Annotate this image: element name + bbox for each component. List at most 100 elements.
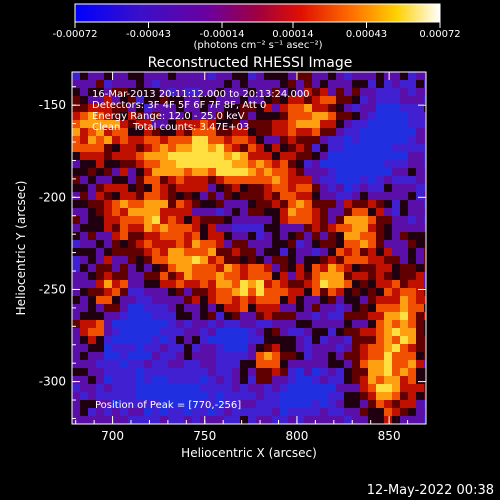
heatmap-pixel xyxy=(288,264,296,272)
heatmap-pixel xyxy=(376,104,384,112)
heatmap-pixel xyxy=(376,208,384,216)
heatmap-pixel xyxy=(248,232,256,240)
heatmap-pixel xyxy=(264,112,272,120)
heatmap-pixel xyxy=(80,264,88,272)
heatmap-pixel xyxy=(128,160,136,168)
heatmap-pixel xyxy=(360,328,368,336)
heatmap-pixel xyxy=(416,192,424,200)
heatmap-pixel xyxy=(152,136,160,144)
heatmap-pixel xyxy=(120,232,128,240)
heatmap-pixel xyxy=(136,184,144,192)
y-tick-label: -250 xyxy=(39,282,66,296)
heatmap-pixel xyxy=(232,152,240,160)
heatmap-pixel xyxy=(304,208,312,216)
heatmap-pixel xyxy=(376,288,384,296)
heatmap-pixel xyxy=(208,248,216,256)
heatmap-pixel xyxy=(240,96,248,104)
heatmap-pixel xyxy=(112,232,120,240)
heatmap-pixel xyxy=(336,216,344,224)
heatmap-pixel xyxy=(224,280,232,288)
heatmap-pixel xyxy=(216,400,224,408)
heatmap-pixel xyxy=(424,184,426,192)
heatmap-pixel xyxy=(288,368,296,376)
heatmap-pixel xyxy=(144,160,152,168)
heatmap-pixel xyxy=(120,168,128,176)
heatmap-pixel xyxy=(168,72,176,80)
heatmap-pixel xyxy=(224,312,232,320)
heatmap-pixel xyxy=(96,272,104,280)
heatmap-pixel xyxy=(200,328,208,336)
heatmap-pixel xyxy=(288,160,296,168)
heatmap-pixel xyxy=(152,144,160,152)
heatmap-pixel xyxy=(296,112,304,120)
heatmap-pixel xyxy=(176,384,184,392)
heatmap-pixel xyxy=(256,288,264,296)
heatmap-pixel xyxy=(112,280,120,288)
x-tick-label: 800 xyxy=(285,429,308,443)
heatmap-pixel xyxy=(96,344,104,352)
heatmap-pixel xyxy=(248,144,256,152)
heatmap-pixel xyxy=(288,400,296,408)
heatmap-pixel xyxy=(392,152,400,160)
heatmap-pixel xyxy=(264,168,272,176)
heatmap-pixel xyxy=(272,232,280,240)
heatmap-pixel xyxy=(232,296,240,304)
heatmap-pixel xyxy=(184,352,192,360)
heatmap-pixel xyxy=(400,328,408,336)
heatmap-pixel xyxy=(312,224,320,232)
heatmap-pixel xyxy=(360,176,368,184)
heatmap-pixel xyxy=(112,200,120,208)
heatmap-pixel xyxy=(320,144,328,152)
heatmap-pixel xyxy=(272,392,280,400)
heatmap-pixel xyxy=(320,128,328,136)
heatmap-pixel xyxy=(416,288,424,296)
heatmap-pixel xyxy=(216,280,224,288)
heatmap-pixel xyxy=(240,296,248,304)
heatmap-pixel xyxy=(320,240,328,248)
heatmap-pixel xyxy=(112,352,120,360)
heatmap-pixel xyxy=(232,240,240,248)
heatmap-pixel xyxy=(312,144,320,152)
heatmap-pixel xyxy=(200,280,208,288)
heatmap-pixel xyxy=(384,336,392,344)
heatmap-pixel xyxy=(400,280,408,288)
heatmap-pixel xyxy=(312,384,320,392)
heatmap-pixel xyxy=(280,216,288,224)
heatmap-pixel xyxy=(128,416,136,424)
heatmap-pixel xyxy=(304,392,312,400)
heatmap-pixel xyxy=(264,272,272,280)
heatmap-pixel xyxy=(216,360,224,368)
heatmap-pixel xyxy=(336,176,344,184)
heatmap-pixel xyxy=(352,216,360,224)
heatmap-pixel xyxy=(408,368,416,376)
heatmap-pixel xyxy=(216,152,224,160)
heatmap-pixel xyxy=(376,240,384,248)
heatmap-pixel xyxy=(128,304,136,312)
heatmap-pixel xyxy=(328,232,336,240)
heatmap-pixel xyxy=(320,176,328,184)
heatmap-pixel xyxy=(160,392,168,400)
heatmap-pixel xyxy=(208,160,216,168)
heatmap-pixel xyxy=(296,376,304,384)
heatmap-pixel xyxy=(272,144,280,152)
heatmap-pixel xyxy=(360,200,368,208)
heatmap-pixel xyxy=(280,184,288,192)
heatmap-pixel xyxy=(416,312,424,320)
heatmap-pixel xyxy=(208,272,216,280)
heatmap-pixel xyxy=(344,296,352,304)
heatmap-pixel xyxy=(176,152,184,160)
heatmap-pixel xyxy=(336,112,344,120)
heatmap-pixel xyxy=(424,296,426,304)
heatmap-pixel xyxy=(144,168,152,176)
heatmap-pixel xyxy=(408,280,416,288)
heatmap-pixel xyxy=(128,336,136,344)
x-tick-label: 750 xyxy=(193,429,216,443)
heatmap-pixel xyxy=(416,280,424,288)
heatmap-pixel xyxy=(352,336,360,344)
heatmap-pixel xyxy=(384,360,392,368)
heatmap-pixel xyxy=(160,352,168,360)
heatmap-pixel xyxy=(184,232,192,240)
heatmap-pixel xyxy=(224,368,232,376)
heatmap-pixel xyxy=(96,360,104,368)
heatmap-pixel xyxy=(376,112,384,120)
